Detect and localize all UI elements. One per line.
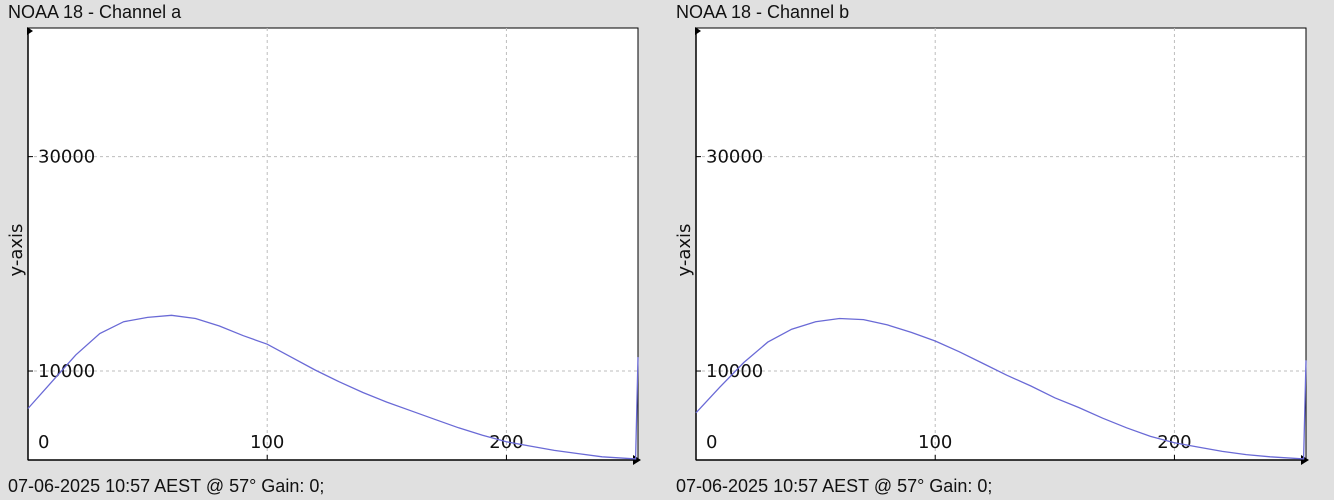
series-line xyxy=(27,314,639,460)
chart-title: NOAA 18 - Channel b xyxy=(676,2,850,22)
chart-panel-channel-b: NOAA 18 - Channel b 0 100 200 10000 30000 y-a… xyxy=(668,0,1318,500)
x-tick-label: 200 xyxy=(489,432,523,453)
y-tick-label: 10000 xyxy=(38,361,95,382)
plot-area: 0 100 200 10000 30000 y-axis xyxy=(6,27,641,465)
y-axis-arrow xyxy=(695,27,701,35)
x-tick-label: 0 xyxy=(38,432,49,453)
chart-title: NOAA 18 - Channel a xyxy=(8,2,182,22)
y-axis-arrow xyxy=(27,27,33,35)
y-axis-label: y-axis xyxy=(674,224,695,277)
x-tick-label: 100 xyxy=(250,432,284,453)
series-line xyxy=(695,317,1307,460)
y-axis-label: y-axis xyxy=(6,224,27,277)
chart-panel-channel-a: NOAA 18 - Channel a 0 100 200 10000 30000 y-a… xyxy=(0,0,650,500)
capture-info: 07-06-2025 10:57 AEST @ 57° Gain: 0; xyxy=(8,476,325,496)
x-tick-label: 100 xyxy=(918,432,952,453)
y-tick-label: 30000 xyxy=(706,147,763,168)
capture-info: 07-06-2025 10:57 AEST @ 57° Gain: 0; xyxy=(676,476,993,496)
plot-background xyxy=(27,27,639,461)
x-tick-label: 0 xyxy=(706,432,717,453)
plot-background xyxy=(695,27,1307,461)
y-tick-label: 30000 xyxy=(38,147,95,168)
